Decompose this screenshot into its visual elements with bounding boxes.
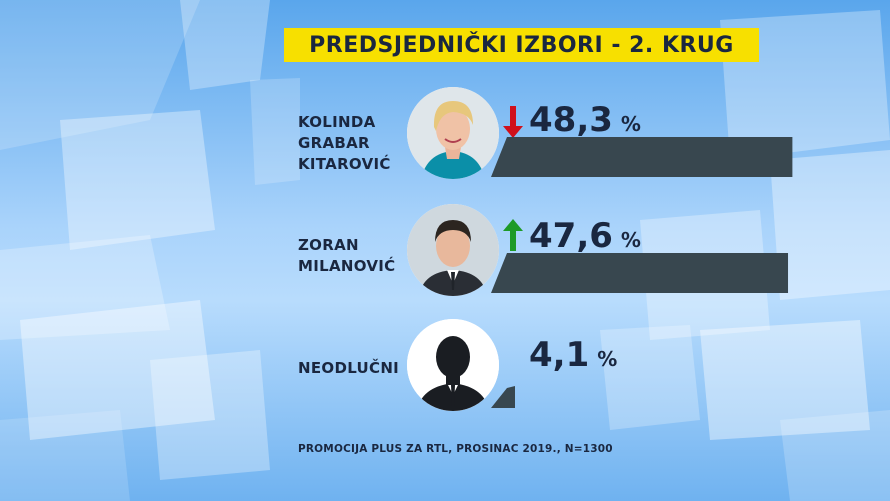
value-label-1: 48,3% bbox=[529, 100, 641, 140]
bar-svg-3 bbox=[491, 386, 515, 408]
bar-2 bbox=[491, 253, 789, 293]
value-unit-3: % bbox=[597, 347, 618, 371]
trend-down-arrow-icon bbox=[503, 106, 523, 138]
category-label-1: KOLINDA GRABAR KITAROVIĆ bbox=[298, 113, 391, 173]
source-note: PROMOCIJA PLUS ZA RTL, PROSINAC 2019., N… bbox=[298, 443, 613, 455]
chart-title: PREDSJEDNIČKI IZBORI - 2. KRUG bbox=[309, 32, 734, 58]
value-number-2: 47,6 bbox=[529, 216, 613, 256]
value-number-1: 48,3 bbox=[529, 100, 613, 140]
woman-portrait-icon bbox=[407, 87, 499, 179]
bar-1 bbox=[491, 137, 793, 177]
anonymous-silhouette-icon bbox=[407, 319, 499, 411]
title-banner: PREDSJEDNIČKI IZBORI - 2. KRUG bbox=[284, 28, 759, 62]
bar-svg-2 bbox=[491, 253, 789, 293]
value-number-3: 4,1 bbox=[529, 335, 590, 375]
man-portrait-icon bbox=[407, 204, 499, 296]
trend-up-arrow-icon bbox=[503, 219, 523, 251]
value-label-3: 4,1% bbox=[529, 335, 617, 375]
value-label-2: 47,6% bbox=[529, 216, 641, 256]
category-label-2: ZORAN MILANOVIĆ bbox=[298, 236, 396, 275]
bar-svg-1 bbox=[491, 137, 793, 177]
value-unit-2: % bbox=[620, 228, 641, 252]
bar-3 bbox=[491, 386, 515, 408]
category-label-3: NEODLUČNI bbox=[298, 359, 400, 377]
value-unit-1: % bbox=[620, 112, 641, 136]
